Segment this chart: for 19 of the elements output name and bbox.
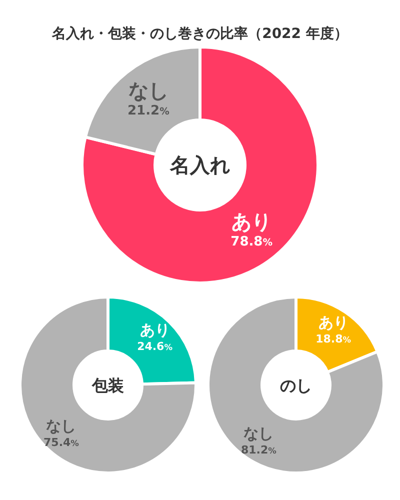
donut-slice xyxy=(18,296,198,474)
slice-label: あり xyxy=(318,313,348,332)
donut-slice xyxy=(206,296,386,474)
slice-label: なし xyxy=(244,424,274,443)
slice-label: なし xyxy=(46,416,76,435)
chart-title: 名入れ・包装・のし巻きの比率（2022 年度） xyxy=(51,25,348,42)
slice-label: あり xyxy=(232,210,272,234)
data-label: 75.4% xyxy=(44,436,79,449)
data-label: 81.2% xyxy=(240,444,276,457)
data-label: 21.2% xyxy=(127,103,170,118)
slice-label: なし xyxy=(128,78,168,102)
text: 名入れ xyxy=(169,153,230,177)
donut-slice xyxy=(80,46,320,284)
slice-label: あり xyxy=(140,321,170,340)
data-label: 24.6% xyxy=(137,340,172,354)
data-label: 18.8% xyxy=(316,332,352,346)
text: 包装 xyxy=(91,376,124,395)
data-label: 78.8% xyxy=(230,234,273,250)
text: のし xyxy=(280,376,312,395)
